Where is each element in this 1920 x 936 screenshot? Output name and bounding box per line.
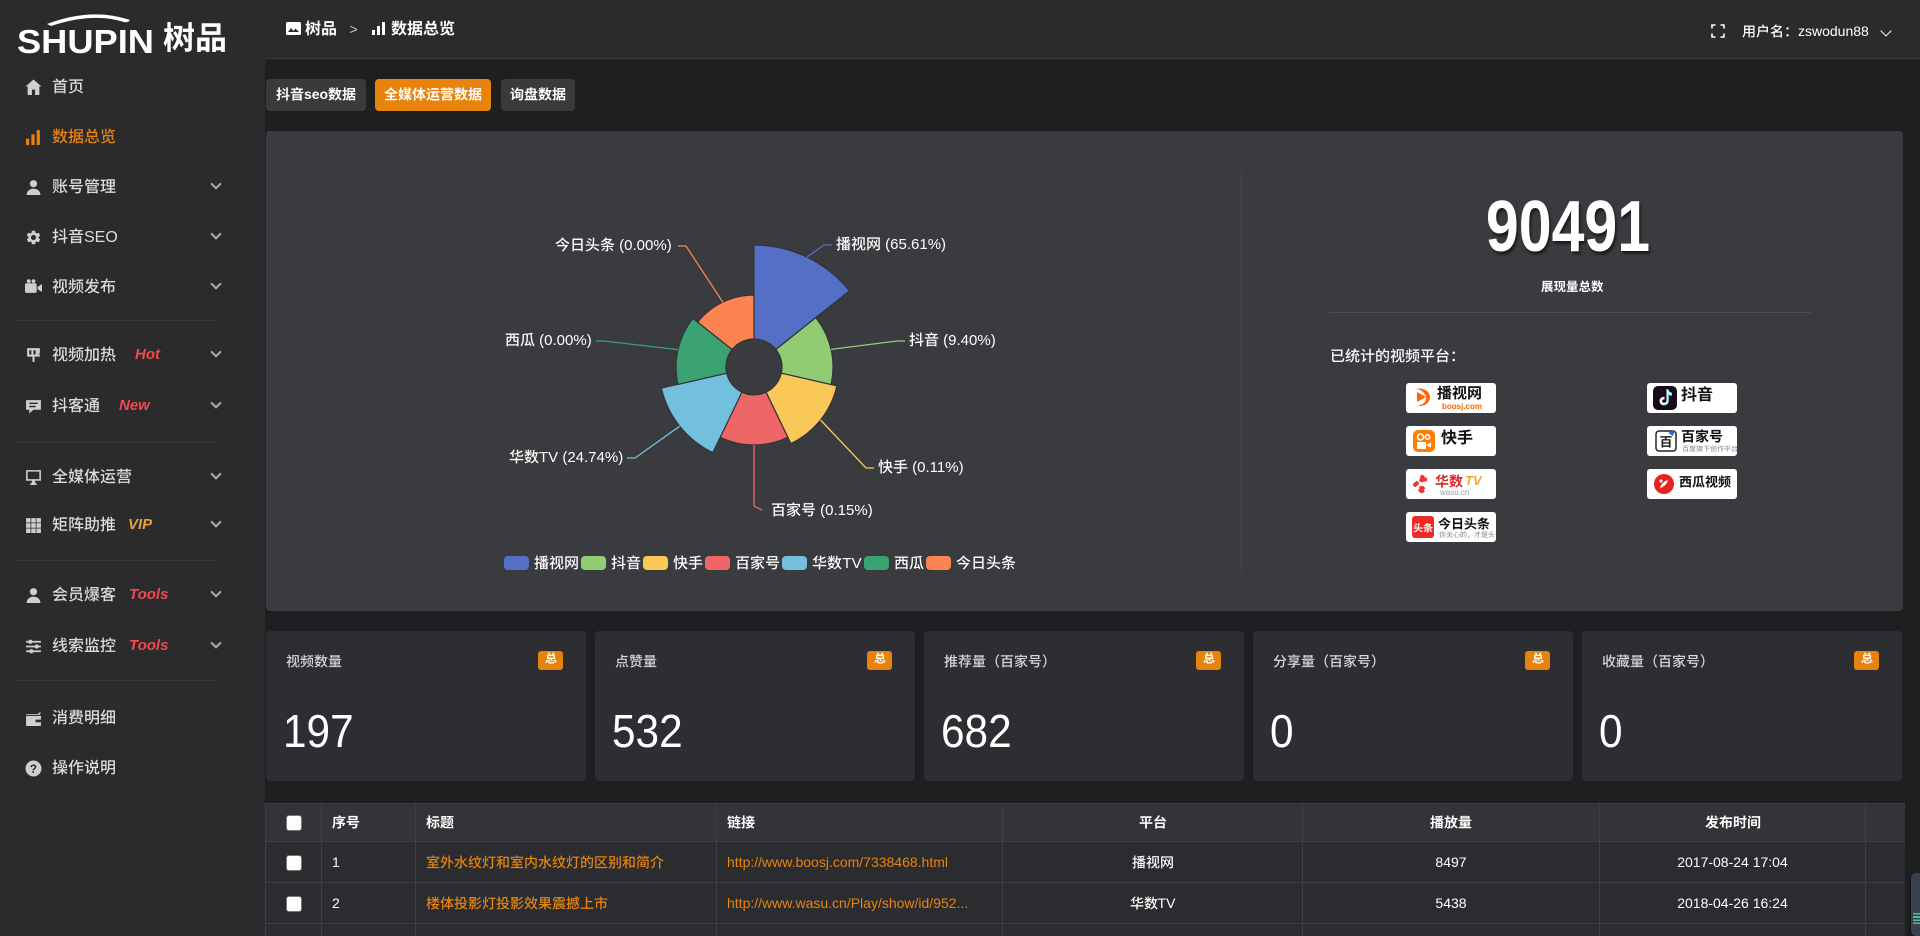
svg-text:SHUPIN: SHUPIN	[17, 23, 154, 60]
svg-text:?: ?	[30, 763, 37, 776]
